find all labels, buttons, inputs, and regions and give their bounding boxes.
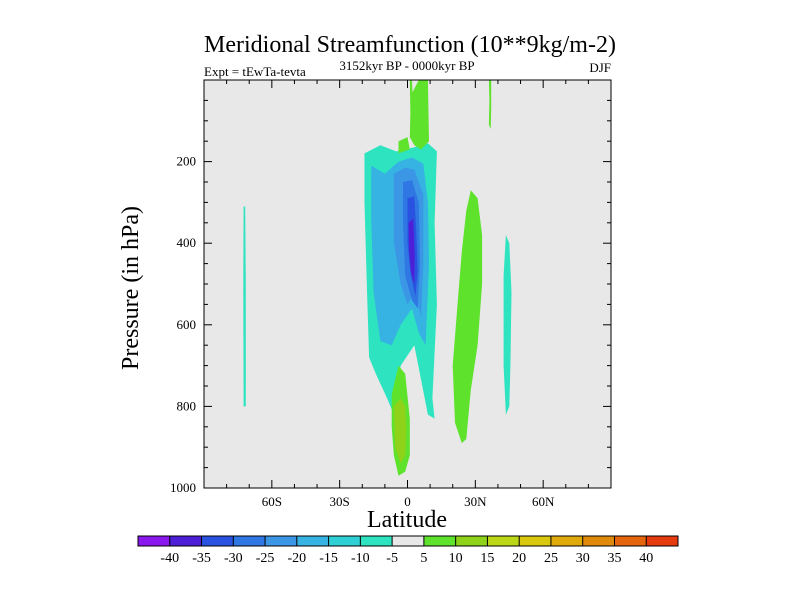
y-tick-label: 1000 — [170, 480, 196, 495]
colorbar-swatch — [487, 536, 520, 546]
colorbar-label: -20 — [287, 551, 306, 566]
colorbar-label: 35 — [607, 551, 621, 566]
colorbar-swatch — [646, 536, 679, 546]
contour-green-north — [452, 190, 483, 444]
contour-regions — [243, 80, 512, 476]
colorbar: -40 -35 -30 -25 -20 -15 -10 -5 5 10 15 20 25 30 35 40 — [137, 535, 679, 566]
x-axis-label: Latitude — [367, 507, 447, 533]
colorbar-label: -25 — [256, 551, 275, 566]
colorbar-label: -5 — [386, 551, 398, 566]
subtitle-left: Expt = tEwTa-tevta — [204, 64, 306, 79]
colorbar-swatch — [455, 536, 488, 546]
y-tick-label: 200 — [177, 154, 197, 169]
contour-green-upper-north — [488, 80, 492, 129]
y-tick-label: 400 — [177, 235, 197, 250]
colorbar-swatch — [550, 536, 584, 546]
colorbar-label: 5 — [420, 551, 427, 566]
colorbar-label: 25 — [544, 551, 558, 566]
colorbar-label: -35 — [192, 551, 211, 566]
x-tick-label: 30N — [464, 494, 487, 509]
x-tick-label: 0 — [404, 494, 411, 509]
colorbar-label: -40 — [160, 551, 179, 566]
colorbar-swatch — [360, 536, 393, 546]
contour-green-upper-equator — [409, 80, 429, 150]
x-tick-label: 60N — [532, 494, 555, 509]
colorbar-swatch — [233, 536, 266, 546]
contour-blue-core-3 — [408, 218, 415, 284]
subtitle-right: DJF — [589, 60, 611, 75]
contour-cyan-north-midlat — [503, 235, 512, 415]
contour-yellowgreen-south-surface — [393, 398, 407, 464]
colorbar-swatch — [169, 536, 202, 546]
x-tick-label: 30S — [330, 494, 350, 509]
colorbar-label: -15 — [319, 551, 338, 566]
colorbar-swatch — [614, 536, 647, 546]
y-tick-label: 800 — [177, 398, 197, 413]
colorbar-swatch — [392, 536, 425, 546]
colorbar-swatch — [201, 536, 234, 546]
colorbar-label: -30 — [224, 551, 243, 566]
colorbar-swatch — [519, 536, 552, 546]
colorbar-label: -10 — [351, 551, 370, 566]
subtitle-center: 3152kyr BP - 0000kyr BP — [339, 58, 474, 73]
colorbar-swatch — [423, 536, 457, 546]
y-tick-label: 600 — [177, 317, 197, 332]
colorbar-label: 20 — [512, 551, 526, 566]
colorbar-swatch — [328, 536, 361, 546]
axis-ticks: 60S 30S 0 30N 60N 200 400 600 800 1000 — [170, 80, 611, 509]
colorbar-swatch — [296, 536, 329, 546]
chart-title: Meridional Streamfunction (10**9kg/m-2) — [204, 32, 616, 58]
contour-cyan-southern-thin — [243, 206, 246, 407]
colorbar-label: 10 — [449, 551, 463, 566]
x-tick-label: 60S — [262, 494, 282, 509]
colorbar-swatch — [265, 536, 298, 546]
colorbar-swatch — [582, 536, 615, 546]
y-axis-label: Pressure (in hPa) — [118, 206, 144, 370]
colorbar-label: 40 — [639, 551, 653, 566]
contour-green-upper-equator-2 — [398, 137, 410, 154]
colorbar-swatch — [138, 536, 171, 546]
colorbar-label: 30 — [576, 551, 590, 566]
colorbar-label: 15 — [480, 551, 494, 566]
colorbar-frame — [137, 535, 679, 547]
